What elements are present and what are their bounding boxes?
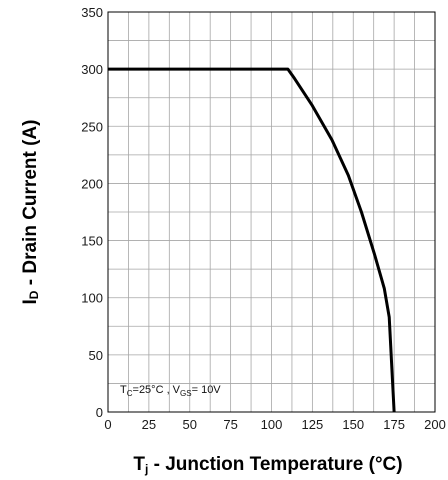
y-tick-label: 0 (96, 405, 103, 420)
x-tick-label: 100 (261, 417, 283, 432)
x-tick-label: 175 (383, 417, 405, 432)
x-tick-label: 50 (183, 417, 197, 432)
grid-lines (108, 12, 435, 412)
y-tick-label: 150 (81, 234, 103, 249)
y-tick-label: 250 (81, 119, 103, 134)
x-tick-label: 125 (302, 417, 324, 432)
y-tick-label: 350 (81, 5, 103, 20)
series-line (108, 67, 396, 413)
x-tick-labels: 0 25 50 75 100 125 150 175 200 (104, 417, 445, 432)
x-tick-label: 0 (104, 417, 111, 432)
y-axis-title: ID - Drain Current (A) (20, 120, 41, 305)
x-tick-label: 200 (424, 417, 446, 432)
y-tick-label: 200 (81, 176, 103, 191)
x-tick-label: 75 (223, 417, 237, 432)
x-tick-label: 25 (142, 417, 156, 432)
series-group (108, 67, 396, 413)
x-axis-title: Tj - Junction Temperature (°C) (133, 454, 402, 476)
x-tick-label: 150 (342, 417, 364, 432)
y-tick-label: 300 (81, 62, 103, 77)
y-tick-label: 100 (81, 291, 103, 306)
y-tick-labels: 0 50 100 150 200 250 300 350 (81, 5, 103, 420)
test-conditions-annotation: TC=25°C , VGS= 10V (120, 384, 221, 398)
y-tick-label: 50 (89, 348, 103, 363)
plot-frame (107, 11, 436, 413)
